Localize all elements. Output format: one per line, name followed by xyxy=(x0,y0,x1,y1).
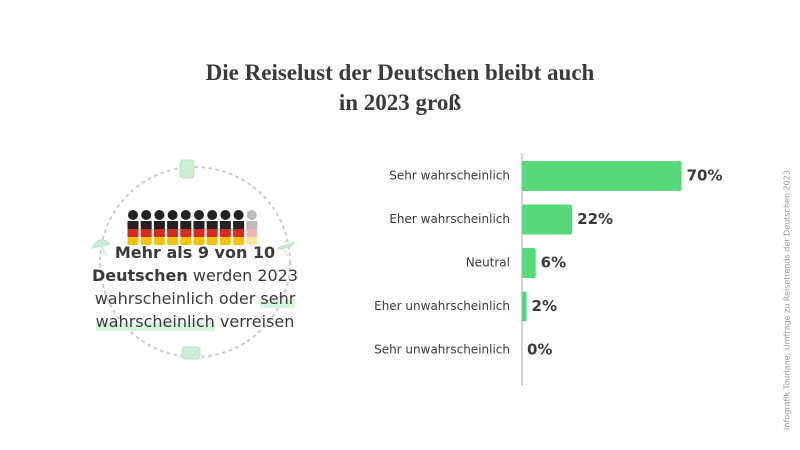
person-stripe xyxy=(206,237,218,245)
person-icon xyxy=(140,210,152,245)
person-stripe xyxy=(153,229,165,237)
person-stripe xyxy=(219,221,231,229)
person-stripe xyxy=(206,221,218,229)
person-head xyxy=(141,210,152,220)
person-stripe xyxy=(140,237,152,245)
category-label: Eher wahrscheinlich xyxy=(389,212,510,226)
person-stripe xyxy=(180,221,192,229)
callout-text: werden 2023 wahrscheinlich oder xyxy=(94,266,299,308)
value-label: 0% xyxy=(527,341,552,359)
luggage-icon xyxy=(179,159,195,179)
person-head xyxy=(220,210,231,220)
callout-bold: Mehr als 9 von 10 Deutschen xyxy=(91,243,276,285)
person-icon xyxy=(246,210,258,245)
person-head xyxy=(246,210,257,220)
person-stripe xyxy=(246,237,258,245)
person-stripe xyxy=(246,229,258,237)
source-note: Infografik Tourlane; Umfrage zu Reisetre… xyxy=(783,170,792,430)
person-head xyxy=(207,210,218,220)
person-head xyxy=(167,210,178,220)
person-stripe xyxy=(193,221,205,229)
bus-icon xyxy=(181,346,201,360)
person-stripe xyxy=(233,229,245,237)
person-head xyxy=(128,210,138,220)
value-label: 2% xyxy=(532,297,557,315)
person-stripe xyxy=(140,221,152,229)
person-head xyxy=(194,210,204,220)
person-stripe xyxy=(193,229,205,237)
person-stripe xyxy=(233,237,245,245)
person-icon xyxy=(219,210,231,245)
person-stripe xyxy=(127,221,139,229)
chart-title: Die Reiselust der Deutschen bleibt auch … xyxy=(205,60,595,115)
value-label: 22% xyxy=(577,210,613,228)
person-stripe xyxy=(167,237,179,245)
bar xyxy=(522,248,536,278)
person-stripe xyxy=(180,229,192,237)
person-icon xyxy=(233,210,245,245)
category-label: Sehr unwahrscheinlich xyxy=(374,343,510,357)
person-head xyxy=(154,210,165,220)
callout: Mehr als 9 von 10 Deutschen werden 2023 … xyxy=(75,241,315,333)
person-stripe xyxy=(219,229,231,237)
person-stripe xyxy=(233,221,245,229)
value-label: 6% xyxy=(541,254,566,272)
person-stripe xyxy=(193,237,205,245)
title-box: Die Reiselust der Deutschen bleibt auch … xyxy=(0,58,800,118)
person-stripe xyxy=(127,229,139,237)
category-label: Sehr wahrscheinlich xyxy=(389,169,510,183)
person-icon xyxy=(153,210,165,245)
person-stripe xyxy=(153,237,165,245)
umbrella-icon xyxy=(91,239,111,257)
person-head xyxy=(180,210,191,220)
bar xyxy=(522,291,527,322)
person-icon xyxy=(127,210,139,245)
category-label: Eher unwahrscheinlich xyxy=(374,299,510,313)
bar xyxy=(522,204,573,235)
person-icon xyxy=(180,210,192,245)
category-label: Neutral xyxy=(466,256,510,270)
person-stripe xyxy=(246,221,258,229)
bar xyxy=(522,161,682,191)
person-stripe xyxy=(167,229,179,237)
callout-end: verreisen xyxy=(219,312,295,331)
person-stripe xyxy=(167,221,179,229)
person-stripe xyxy=(127,237,139,245)
value-label: 70% xyxy=(687,167,723,185)
person-icon xyxy=(167,210,179,245)
person-stripe xyxy=(219,237,231,245)
person-stripe xyxy=(180,237,192,245)
plane-icon xyxy=(277,237,296,257)
person-icon xyxy=(193,210,205,245)
person-icon xyxy=(206,210,218,245)
person-head xyxy=(233,210,244,220)
person-stripe xyxy=(140,229,152,237)
icons xyxy=(91,159,296,360)
person-stripe xyxy=(153,221,165,229)
person-stripe xyxy=(206,229,218,237)
